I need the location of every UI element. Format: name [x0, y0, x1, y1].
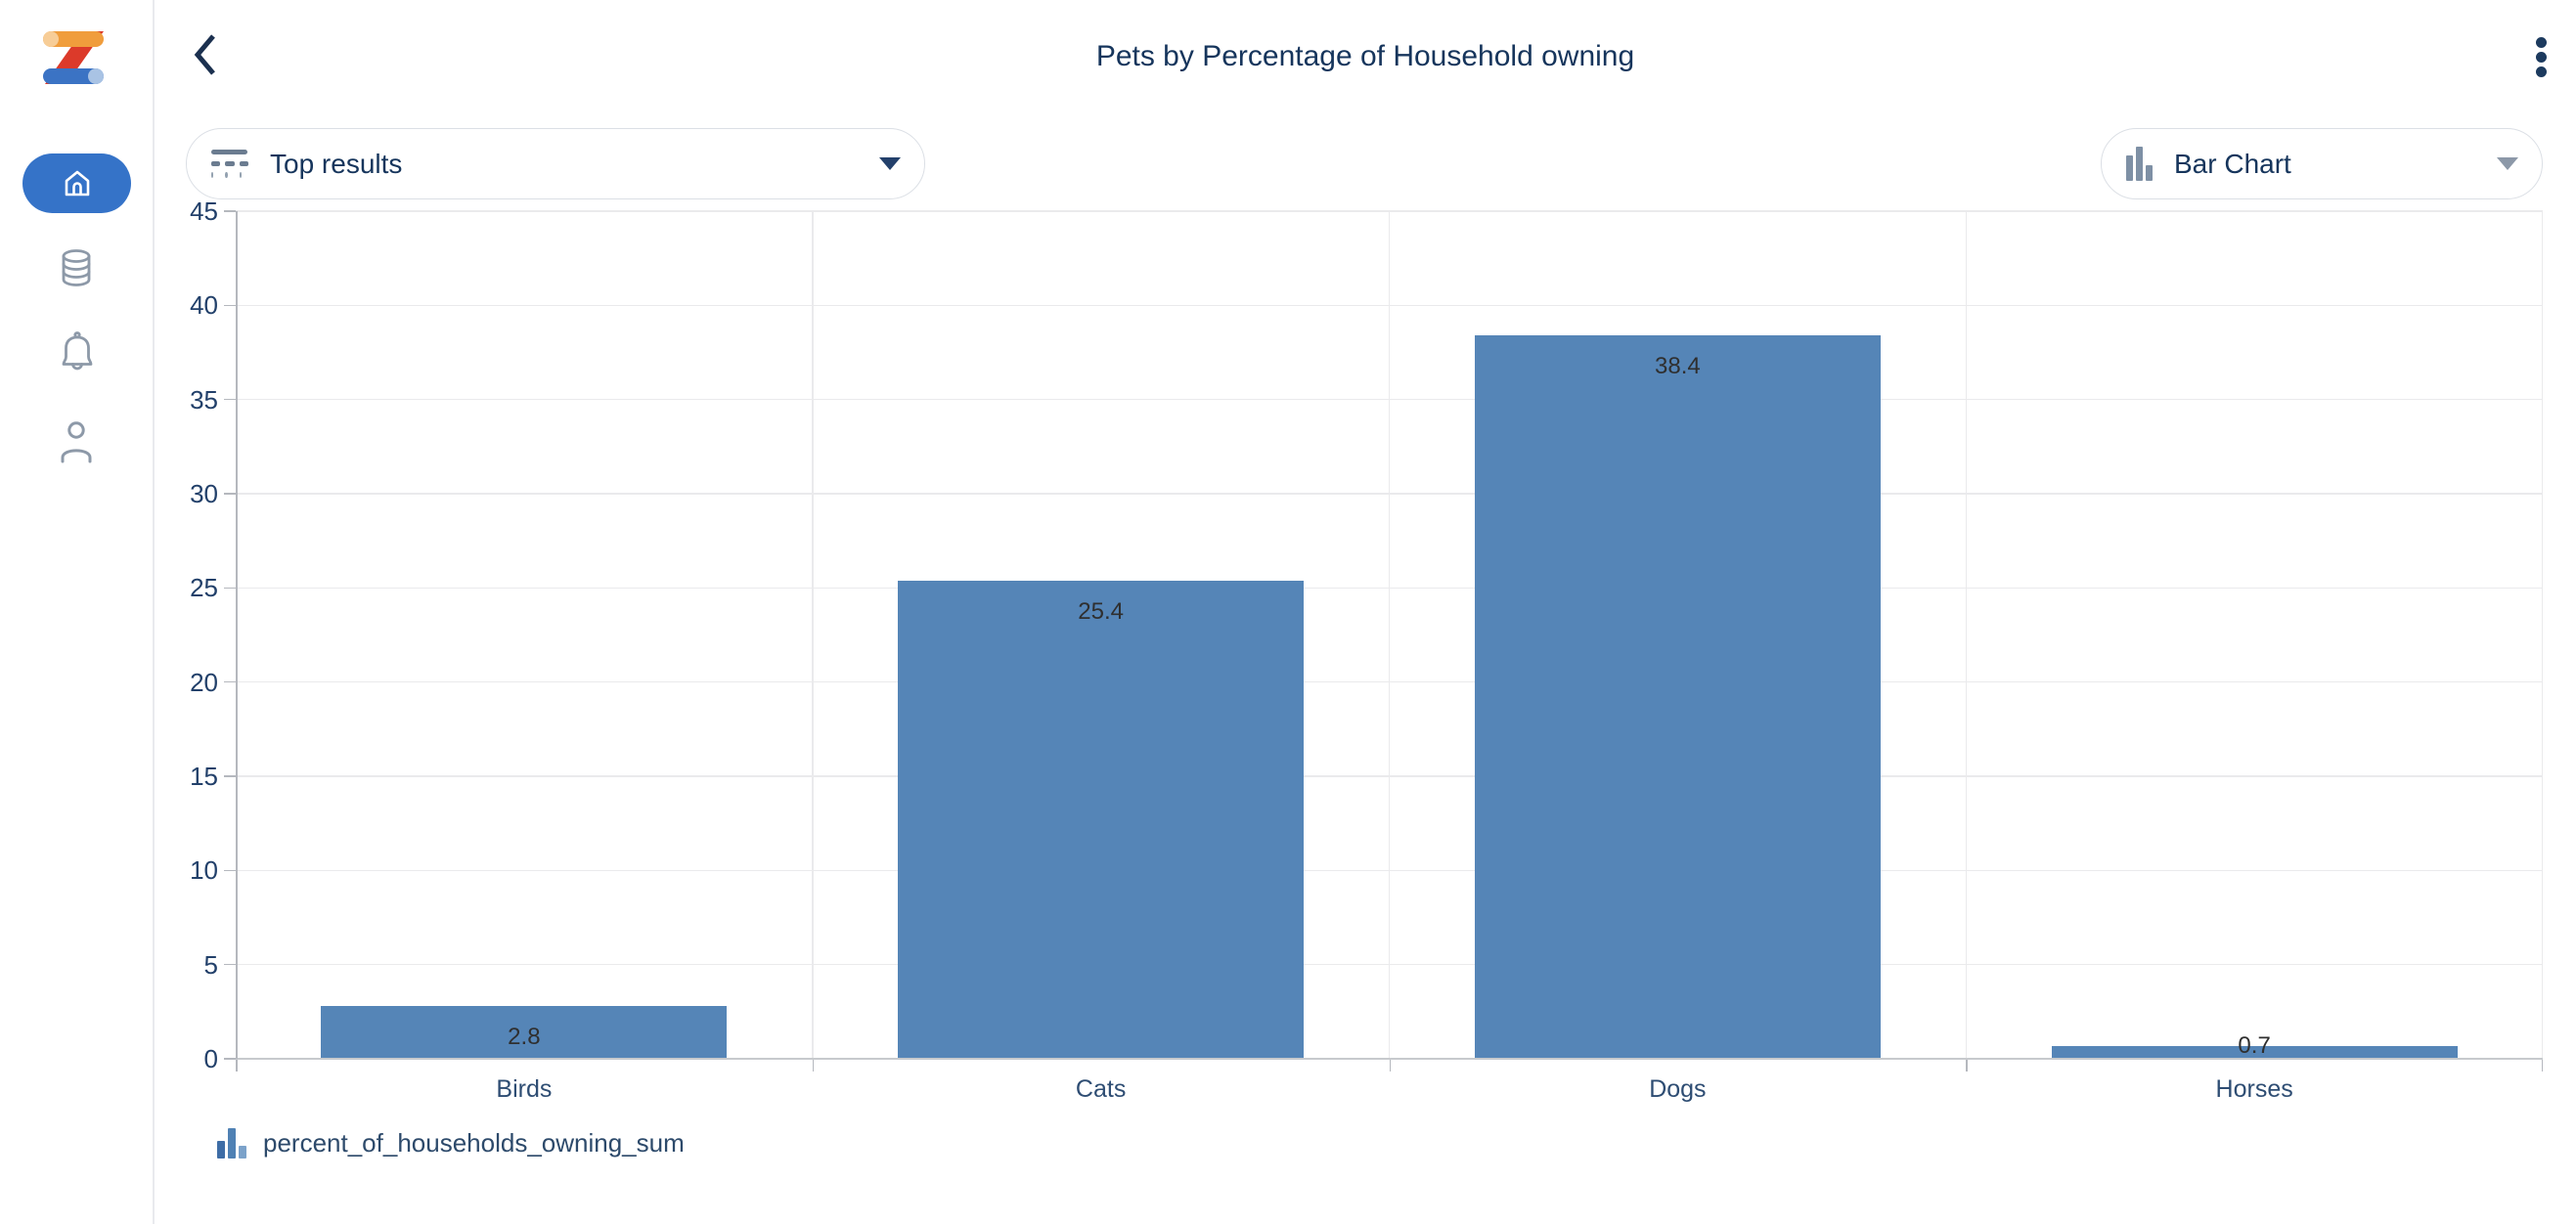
bar-chart-plot-area: 2.8 25.4 38.4 0.7 [224, 210, 2543, 1071]
z-logo[interactable] [41, 25, 108, 96]
chevron-down-icon [879, 157, 901, 170]
page-title: Pets by Percentage of Household owning [1095, 40, 1635, 72]
y-axis-tick [224, 493, 236, 495]
sidebar-item-profile[interactable] [57, 418, 96, 463]
x-axis-tick [236, 1059, 238, 1071]
bar-chart-icon [2126, 147, 2153, 181]
top-results-dropdown[interactable]: Top results [186, 128, 925, 199]
chart-type-label: Bar Chart [2174, 148, 2291, 179]
category-separator-line [812, 211, 814, 1059]
kebab-dot [2535, 36, 2547, 48]
x-axis-tick [2541, 1059, 2543, 1071]
top-results-label: Top results [270, 148, 403, 179]
y-axis-tick [224, 398, 236, 401]
bell-icon [62, 331, 93, 371]
y-axis-tick-label: 25 [190, 573, 218, 603]
x-axis-tick [812, 1059, 815, 1071]
y-axis-tick-label: 10 [190, 855, 218, 886]
bar-value-label: 25.4 [1078, 597, 1124, 625]
x-axis-category-label: Cats [1075, 1075, 1127, 1103]
x-axis-tick [1389, 1059, 1391, 1071]
y-axis-tick [224, 963, 236, 966]
bar-horses[interactable] [2051, 1045, 2458, 1059]
y-axis-tick-label: 0 [203, 1044, 218, 1073]
y-axis-tick [224, 775, 236, 777]
y-axis-tick [224, 680, 236, 683]
y-axis-tick [224, 587, 236, 590]
sidebar-item-home[interactable] [22, 153, 131, 213]
kebab-dot [2535, 51, 2547, 63]
plot-right-border [2541, 211, 2543, 1059]
x-axis-category-label: Birds [496, 1075, 553, 1103]
bar-cats[interactable] [898, 580, 1305, 1059]
bar-birds[interactable] [321, 1006, 728, 1059]
category-separator-line [1965, 211, 1967, 1059]
sidebar-item-alerts[interactable] [57, 330, 98, 377]
legend-series-icon [217, 1128, 246, 1158]
bar-value-label: 0.7 [2238, 1031, 2271, 1059]
y-axis-tick-label: 5 [203, 949, 218, 980]
kebab-dot [2535, 66, 2547, 77]
y-axis-tick-label: 40 [190, 290, 218, 321]
y-axis-tick-label: 30 [190, 479, 218, 508]
category-separator-line [1388, 211, 1391, 1059]
y-axis-tick [224, 304, 236, 307]
top-results-filter-icon [211, 150, 248, 178]
home-icon [65, 170, 89, 196]
sidebar [0, 0, 155, 1224]
database-icon [62, 249, 91, 286]
legend-series-label: percent_of_households_owning_sum [263, 1128, 685, 1158]
chart-type-dropdown[interactable]: Bar Chart [2101, 128, 2543, 199]
y-axis-line [236, 211, 238, 1059]
bar-value-label: 38.4 [1655, 353, 1701, 380]
y-axis-tick [224, 210, 236, 212]
y-axis-tick-label: 45 [190, 197, 218, 226]
z-logo-icon [43, 31, 104, 84]
x-axis-tick [1966, 1059, 1968, 1071]
sidebar-item-data[interactable] [57, 247, 96, 288]
bar-value-label: 2.8 [508, 1024, 541, 1051]
more-options-button[interactable] [2525, 29, 2556, 84]
bar-dogs[interactable] [1474, 335, 1881, 1059]
y-axis-tick-label: 35 [190, 384, 218, 415]
x-axis-line [236, 1058, 2543, 1060]
y-axis-tick-label: 15 [190, 762, 218, 791]
back-chevron-icon [194, 34, 215, 75]
chevron-down-icon [2497, 157, 2518, 170]
y-axis-tick [224, 1058, 236, 1060]
back-button[interactable] [186, 29, 225, 80]
x-axis-category-label: Dogs [1649, 1075, 1707, 1103]
y-axis-tick [224, 869, 236, 872]
legend-item[interactable]: percent_of_households_owning_sum [217, 1128, 685, 1158]
y-axis-tick-label: 20 [190, 667, 218, 697]
person-icon [61, 421, 92, 463]
x-axis-category-label: Horses [2215, 1075, 2293, 1103]
